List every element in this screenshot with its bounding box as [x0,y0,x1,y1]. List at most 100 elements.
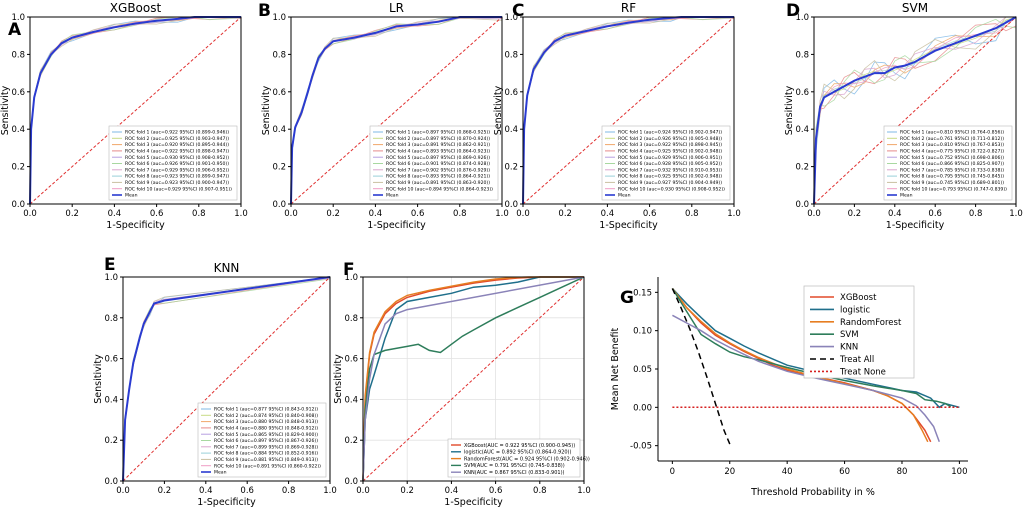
chance-line [813,16,1017,205]
legend-entry: ROC fold 5 (auc=0.865 95%CI (0.829-0.900… [214,432,318,438]
legend-entry: KNN [840,343,858,353]
legend-entry: ROC fold 2 (auc=0.925 95%CI (0.903-0.947… [125,136,229,142]
panel-F: F 0.00.0 0.2 0.2 0.4 0.4 0.6 0.6 0.8 0.8 1.0 1.0 1-S… [333,260,591,508]
legend-entry: ROC fold 1 (auc=0.877 95%CI (0.843-0.912… [214,407,318,413]
legend-box [197,402,327,478]
x-tick-label: 20 [724,467,735,477]
y-tick-label: 0.2 [795,163,809,173]
x-tick-label: 1.0 [323,486,337,496]
x-tick-label: 0.8 [453,209,467,219]
y-tick-label: 0.8 [504,50,518,60]
legend-entry: ROC fold 2 (auc=0.761 95%CI (0.711-0.812… [900,136,1004,142]
fold-curve [813,18,1017,205]
legend-entry: ROC fold 7 (auc=0.899 95%CI (0.869-0.928… [214,444,318,450]
roc-curve-series [362,276,584,482]
legend-entry: ROC fold 9 (auc=0.881 95%CI (0.849-0.913… [214,457,318,463]
axes-frame [813,16,1017,205]
y-tick-label: 0.0 [344,477,358,487]
y-tick-label: 1.0 [344,273,358,283]
legend-entry: ROC fold 2 (auc=0.874 95%CI (0.840-0.908… [214,413,318,419]
y-axis-label: Sensitivity [93,354,104,404]
x-tick-label: 0.4 [445,486,459,496]
x-axis-label: 1-Specificity [886,220,945,231]
x-tick-label: 0.0 [284,209,298,219]
y-tick-label: 0.0 [272,200,286,210]
y-tick-label: -0.05 [630,442,652,452]
legend-box [803,285,915,379]
roc-curve-series [362,276,584,482]
legend-entry: ROC fold 5 (auc=0.929 95%CI (0.906-0.951… [618,155,722,161]
legend-entry: ROC fold 4 (auc=0.880 95%CI (0.848-0.912… [214,426,318,432]
x-tick-label: 1.0 [1009,209,1023,219]
y-tick-label: 0.0 [504,200,518,210]
y-tick-label: 0.8 [344,314,358,324]
x-axis-label: 1-Specificity [197,497,256,508]
fold-curve [813,16,1016,205]
panel-letter: A [8,20,22,40]
legend-entry: ROC fold 2 (auc=0.926 95%CI (0.905-0.948… [618,136,722,142]
x-tick-label: 1.0 [234,209,248,219]
legend-entry: ROC fold 7 (auc=0.929 95%CI (0.906-0.952… [125,167,229,173]
legend-entry: ROC fold 7 (auc=0.785 95%CI (0.733-0.838… [900,167,1004,173]
panel-letter: G [620,288,634,308]
panel-letter: E [104,255,116,275]
legend-entry: ROC fold 10 (auc=0.930 95%CI (0.908-0.95… [618,186,725,192]
legend-entry: ROC fold 9 (auc=0.927 95%CI (0.904-0.949… [618,180,722,186]
x-tick-label: 0.6 [240,486,254,496]
legend-entry: Mean [214,470,227,476]
y-tick-label: 0.6 [344,355,358,365]
legend-entry: ROC fold 9 (auc=0.745 95%CI (0.689-0.801… [900,180,1004,186]
y-tick-label: 1.0 [272,13,286,23]
chart-title: XGBoost [110,1,162,15]
legend-entry: Mean [125,193,138,199]
panel-B: B LR 0.00.0 0.2 0.2 0.4 0.4 0.6 0.6 0.8 0.8 1.0 1.0 1… [258,1,509,231]
x-tick-label: 0.4 [888,209,902,219]
y-tick-label: 0.8 [272,50,286,60]
net-benefit-curve [671,288,929,443]
x-tick-label: 0.4 [108,209,122,219]
panel-C: C RF 0.00.0 0.2 0.2 0.4 0.4 0.6 0.6 0.8 0.8 1.0 1.0 1… [493,1,741,231]
y-tick-label: 0.0 [795,200,809,210]
legend-entry: ROC fold 3 (auc=0.920 95%CI (0.895-0.944… [125,142,229,148]
net-benefit-curve [671,288,731,445]
x-tick-label: 0.0 [516,209,530,219]
y-tick-label: 1.0 [104,273,118,283]
x-axis-label: 1-Specificity [367,220,426,231]
x-axis-label: 1-Specificity [599,220,658,231]
y-tick-label: 0.8 [104,314,118,324]
y-tick-label: 0.4 [504,125,518,135]
axes-frame [522,16,735,205]
legend-entry: Treat None [839,367,886,377]
x-tick-label: 100 [951,467,967,477]
legend-entry: Mean [900,193,913,199]
panel-letter: B [258,1,271,21]
legend-box [447,438,581,478]
x-tick-label: 1.0 [727,209,741,219]
legend-entry: RandomForest [840,318,902,328]
chart-title: RF [621,1,636,15]
x-tick-label: 0.0 [356,486,370,496]
x-tick-label: 0.8 [282,486,296,496]
legend-entry: ROC fold 5 (auc=0.752 95%CI (0.698-0.806… [900,155,1004,161]
mean-roc-curve [122,276,331,482]
y-tick-label: 0.8 [795,50,809,60]
y-tick-label: 0.0 [11,200,25,210]
fold-curve [813,16,1016,205]
x-tick-label: 0 [670,467,675,477]
y-tick-label: 0.2 [11,163,25,173]
x-tick-label: 0.8 [969,209,983,219]
y-axis-label: Mean Net Benefit [610,327,621,410]
x-tick-label: 0.4 [369,209,383,219]
legend-entry: ROC fold 1 (auc=0.810 95%CI (0.764-0.856… [900,130,1004,136]
y-tick-label: 0.6 [11,88,25,98]
x-axis-label: 1-Specificity [444,497,503,508]
legend-entry: ROC fold 3 (auc=0.810 95%CI (0.767-0.853… [900,142,1004,148]
legend-entry: ROC fold 5 (auc=0.930 95%CI (0.908-0.952… [125,155,229,161]
legend-entry: ROC fold 6 (auc=0.897 95%CI (0.867-0.926… [214,438,318,444]
x-tick-label: 0.4 [601,209,615,219]
panel-G: G 0 20 40 60 80 100 0.15 0.10 0.05 0.00 -0.05 Thresh… [610,277,968,498]
chart-title: LR [389,1,404,15]
y-tick-label: 1.0 [11,13,25,23]
y-tick-label: 0.15 [633,288,652,298]
